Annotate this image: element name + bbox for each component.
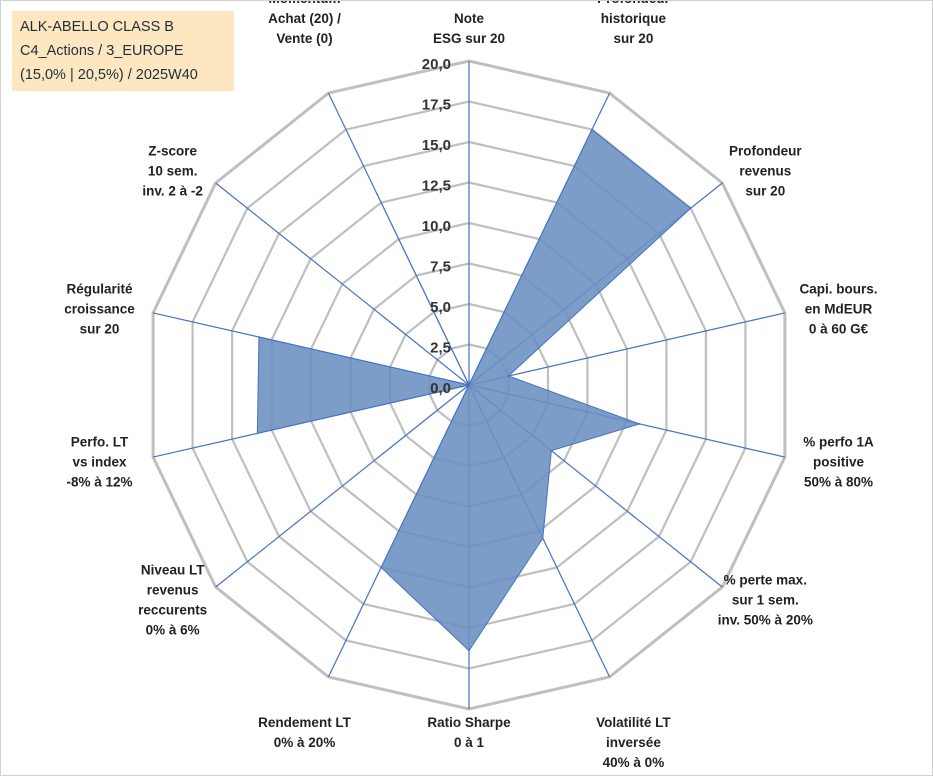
- tick-label-0: 0,0: [430, 380, 451, 397]
- axis-label-8-line-0: Rendement LT: [258, 715, 352, 730]
- axis-label-5-line-2: inv. 50% à 20%: [718, 612, 813, 627]
- axis-label-13-line-1: Achat (20) /: [268, 11, 341, 26]
- data-point-2: [689, 207, 692, 210]
- data-point-8: [380, 566, 382, 569]
- axis-label-11-line-2: sur 20: [80, 321, 120, 336]
- axis-label-5-line-0: % perte max.: [724, 572, 807, 587]
- data-point-4: [638, 423, 641, 425]
- data-point-1: [591, 128, 593, 131]
- data-point-10: [256, 432, 259, 435]
- axis-label-4-line-0: % perfo 1A: [803, 435, 874, 450]
- axis-label-13-line-0: Momentum: [269, 1, 341, 6]
- tick-label-3: 7,5: [430, 259, 451, 276]
- tick-label-4: 10,0: [422, 218, 451, 235]
- axis-label-4-line-1: positive: [813, 455, 865, 470]
- data-point-3: [507, 375, 510, 377]
- axis-label-2-line-1: revenus: [739, 164, 791, 179]
- chart-title-line-2: C4_Actions / 3_EUROPE: [20, 43, 184, 59]
- axis-spoke-12: [215, 182, 470, 386]
- axis-label-0-line-0: Note: [454, 11, 484, 26]
- tick-label-2: 5,0: [430, 299, 451, 316]
- tick-label-1: 2,5: [430, 340, 451, 357]
- axis-label-9-line-1: revenus: [147, 582, 199, 597]
- tick-label-5: 12,5: [422, 178, 451, 195]
- axis-spoke-3: [468, 312, 786, 386]
- axis-spoke-9: [215, 384, 470, 588]
- data-point-6: [542, 537, 544, 540]
- data-point-13: [376, 192, 378, 195]
- series-area-0: [256, 128, 692, 652]
- chart-title-box: ALK-ABELLO CLASS B C4_Actions / 3_EUROPE…: [12, 11, 234, 91]
- axis-label-3-line-1: en MdEUR: [805, 301, 873, 316]
- axis-label-8-line-1: 0% à 20%: [274, 735, 336, 750]
- tick-label-7: 17,5: [422, 97, 451, 114]
- axis-label-12-line-0: Z-score: [148, 144, 197, 159]
- axis-label-10-line-0: Perfo. LT: [71, 435, 129, 450]
- axis-label-6-line-1: inversée: [606, 735, 661, 750]
- axis-label-5-line-1: sur 1 sem.: [732, 592, 799, 607]
- axis-label-2-line-2: sur 20: [745, 184, 785, 199]
- axis-label-1-line-0: Profondeur: [597, 1, 670, 6]
- axis-label-12-line-1: 10 sem.: [148, 164, 198, 179]
- data-point-7: [468, 649, 470, 652]
- axis-label-6-line-2: 40% à 0%: [603, 755, 665, 770]
- axis-label-11-line-1: croissance: [64, 301, 135, 316]
- tick-label-8: 20,0: [422, 56, 451, 73]
- axis-label-3-line-2: 0 à 60 G€: [809, 321, 869, 336]
- axis-label-1-line-2: sur 20: [614, 31, 654, 46]
- axis-label-0-line-1: ESG sur 20: [433, 31, 505, 46]
- axis-label-11-line-0: Régularité: [66, 281, 133, 296]
- data-point-5: [550, 449, 553, 452]
- tick-label-6: 15,0: [422, 137, 451, 154]
- axis-label-3-line-0: Capi. bours.: [799, 281, 877, 296]
- axis-label-9-line-2: reccurents: [138, 602, 207, 617]
- axis-label-4-line-2: 50% à 80%: [804, 475, 873, 490]
- axis-label-9-line-0: Niveau LT: [141, 562, 205, 577]
- axis-label-10-line-1: vs index: [72, 455, 127, 470]
- axis-label-7-line-1: 0 à 1: [454, 735, 485, 750]
- axis-label-2-line-0: Profondeur: [729, 144, 802, 159]
- chart-title-line-3: (15,0% | 20,5%) / 2025W40: [20, 67, 198, 83]
- axis-label-1-line-1: historique: [601, 11, 667, 26]
- axis-label-9-line-3: 0% à 6%: [146, 622, 200, 637]
- axis-label-7-line-0: Ratio Sharpe: [427, 715, 511, 730]
- chart-title-line-1: ALK-ABELLO CLASS B: [20, 19, 174, 35]
- data-point-11: [258, 336, 260, 338]
- axis-label-13-line-2: Vente (0): [276, 31, 332, 46]
- axis-label-10-line-2: -8% à 12%: [66, 475, 132, 490]
- axis-label-12-line-2: inv. 2 à -2: [142, 184, 203, 199]
- data-point-12: [468, 384, 470, 386]
- axis-label-6-line-0: Volatilité LT: [596, 715, 671, 730]
